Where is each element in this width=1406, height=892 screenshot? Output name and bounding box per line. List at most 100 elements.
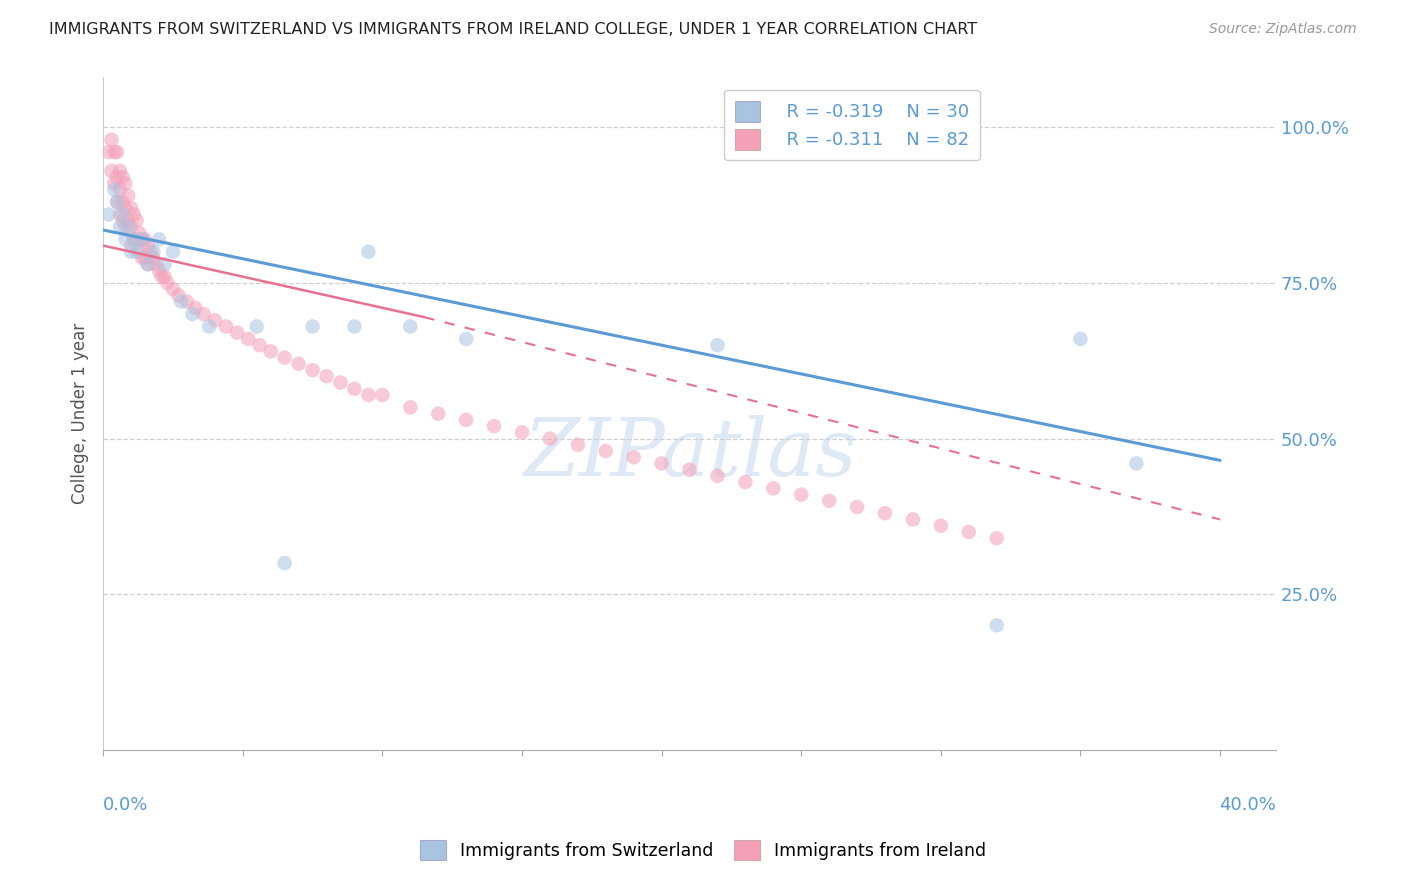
Point	[134, 232, 156, 246]
Point	[790, 487, 813, 501]
Point	[103, 182, 125, 196]
Point	[176, 294, 198, 309]
Point	[136, 257, 159, 271]
Point	[238, 332, 260, 346]
Point	[986, 618, 1008, 632]
Point	[538, 432, 561, 446]
Point	[260, 344, 283, 359]
Point	[125, 244, 148, 259]
Point	[623, 450, 645, 465]
Point	[734, 475, 756, 490]
Point	[399, 319, 422, 334]
Y-axis label: College, Under 1 year: College, Under 1 year	[72, 323, 89, 504]
Point	[128, 226, 150, 240]
Legend:   R = -0.319    N = 30,   R = -0.311    N = 82: R = -0.319 N = 30, R = -0.311 N = 82	[724, 90, 980, 161]
Point	[986, 531, 1008, 545]
Point	[315, 369, 337, 384]
Point	[136, 238, 159, 252]
Point	[301, 363, 323, 377]
Point	[167, 288, 190, 302]
Point	[120, 201, 142, 215]
Point	[170, 294, 193, 309]
Point	[678, 463, 700, 477]
Point	[103, 145, 125, 160]
Point	[1125, 457, 1147, 471]
Point	[111, 169, 134, 184]
Point	[100, 164, 122, 178]
Point	[136, 257, 159, 271]
Point	[150, 269, 173, 284]
Point	[114, 232, 136, 246]
Point	[371, 388, 394, 402]
Point	[114, 176, 136, 190]
Point	[427, 407, 450, 421]
Point	[357, 388, 380, 402]
Point	[818, 493, 841, 508]
Point	[226, 326, 249, 340]
Point	[595, 444, 617, 458]
Point	[873, 506, 896, 520]
Point	[131, 232, 153, 246]
Point	[128, 244, 150, 259]
Point	[122, 232, 145, 246]
Point	[762, 481, 785, 495]
Point	[901, 512, 924, 526]
Point	[343, 382, 366, 396]
Point	[510, 425, 533, 440]
Point	[1069, 332, 1091, 346]
Point	[105, 194, 128, 209]
Point	[456, 413, 478, 427]
Text: Source: ZipAtlas.com: Source: ZipAtlas.com	[1209, 22, 1357, 37]
Point	[357, 244, 380, 259]
Point	[108, 207, 131, 221]
Point	[142, 244, 165, 259]
Point	[929, 518, 952, 533]
Point	[651, 457, 673, 471]
Point	[131, 251, 153, 265]
Point	[122, 207, 145, 221]
Point	[198, 319, 221, 334]
Point	[162, 244, 184, 259]
Point	[957, 524, 980, 539]
Point	[120, 219, 142, 234]
Point	[120, 238, 142, 252]
Point	[706, 338, 728, 352]
Point	[97, 207, 120, 221]
Point	[329, 376, 352, 390]
Point	[105, 145, 128, 160]
Point	[343, 319, 366, 334]
Point	[301, 319, 323, 334]
Point	[105, 194, 128, 209]
Point	[97, 145, 120, 160]
Point	[114, 201, 136, 215]
Point	[100, 133, 122, 147]
Point	[125, 232, 148, 246]
Point	[111, 213, 134, 227]
Point	[114, 219, 136, 234]
Point	[204, 313, 226, 327]
Point	[142, 251, 165, 265]
Point	[108, 182, 131, 196]
Point	[706, 469, 728, 483]
Point	[193, 307, 215, 321]
Text: IMMIGRANTS FROM SWITZERLAND VS IMMIGRANTS FROM IRELAND COLLEGE, UNDER 1 YEAR COR: IMMIGRANTS FROM SWITZERLAND VS IMMIGRANT…	[49, 22, 977, 37]
Point	[184, 301, 207, 315]
Point	[103, 176, 125, 190]
Point	[148, 263, 170, 277]
Point	[287, 357, 309, 371]
Point	[215, 319, 238, 334]
Point	[117, 219, 139, 234]
Point	[108, 164, 131, 178]
Text: 0.0%: 0.0%	[103, 796, 149, 814]
Point	[125, 213, 148, 227]
Point	[122, 232, 145, 246]
Text: ZIPatlas: ZIPatlas	[523, 416, 856, 492]
Point	[111, 194, 134, 209]
Point	[153, 269, 176, 284]
Point	[111, 207, 134, 221]
Point	[105, 169, 128, 184]
Point	[148, 232, 170, 246]
Point	[134, 251, 156, 265]
Point	[273, 351, 295, 365]
Point	[131, 232, 153, 246]
